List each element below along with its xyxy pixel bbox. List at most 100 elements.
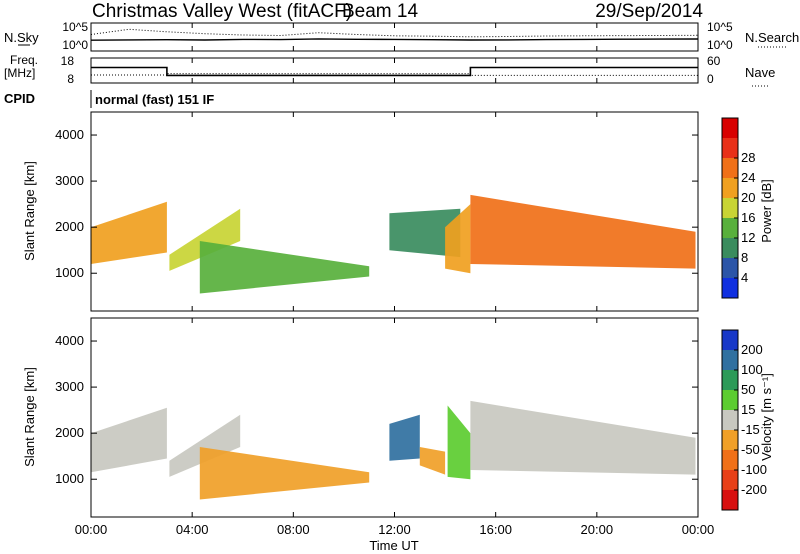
velocity-colorbar-label: Velocity [m s⁻¹] — [759, 373, 774, 461]
freq-series-line — [91, 66, 698, 77]
velocity-echo-region — [389, 414, 420, 461]
velocity-colorbar-swatch — [722, 470, 738, 491]
noise-panel: N.Sky 10^5 10^0 10^5 10^0 N.Search — [4, 20, 799, 52]
velocity-y-tick-label: 1000 — [55, 471, 84, 486]
power-colorbar-swatch — [722, 218, 738, 239]
power-colorbar-tick-label: 28 — [741, 150, 755, 165]
power-echo-region — [470, 194, 696, 269]
power-colorbar-swatch — [722, 158, 738, 179]
time-tick-label: 16:00 — [479, 522, 512, 537]
velocity-colorbar-frame — [721, 329, 739, 511]
time-tick-label: 00:00 — [75, 522, 108, 537]
power-colorbar-swatch — [722, 278, 738, 299]
power-colorbar: 4 8 12 16 20 24 28 — [721, 117, 755, 299]
nave-tick-low: 0 — [707, 72, 714, 86]
figure-title: Christmas Valley West (fitACF) — [92, 1, 352, 22]
velocity-panel-frame — [90, 317, 699, 518]
noise-tick-low-left: 10^0 — [62, 38, 88, 52]
velocity-colorbar-tick-label: -200 — [741, 482, 767, 497]
frequency-panel: Freq. [MHz] 18 8 60 0 Nave — [4, 53, 775, 87]
cpid-label: CPID — [4, 91, 35, 106]
power-echo-region — [169, 208, 241, 271]
nsky-series-line — [90, 38, 699, 41]
velocity-colorbar-swatch — [722, 490, 738, 511]
velocity-echo-region — [447, 405, 471, 480]
velocity-colorbar-tick-label: 15 — [741, 402, 755, 417]
power-y-tick-label: 2000 — [55, 219, 84, 234]
freq-tick-low: 8 — [67, 72, 74, 86]
velocity-colorbar-tick-label: 50 — [741, 382, 755, 397]
freq-tick-high: 18 — [61, 54, 75, 68]
noise-tick-low-right: 10^0 — [707, 38, 733, 52]
power-y-tick-label: 4000 — [55, 127, 84, 142]
date-label: 29/Sep/2014 — [595, 1, 703, 22]
freq-label: Freq. — [10, 53, 38, 67]
velocity-colorbar-swatch — [722, 410, 738, 431]
velocity-panel: 1000 2000 3000 4000 Slant Range [km] 200 100… — [22, 317, 774, 518]
velocity-colorbar-swatch — [722, 390, 738, 411]
time-tick-label: 20:00 — [581, 522, 614, 537]
velocity-colorbar-tick-label: 200 — [741, 342, 763, 357]
power-colorbar-tick-label: 24 — [741, 170, 755, 185]
power-colorbar-swatch — [722, 238, 738, 259]
velocity-y-tick-label: 4000 — [55, 333, 84, 348]
time-axis-label: Time UT — [369, 538, 418, 553]
power-colorbar-tick-label: 16 — [741, 210, 755, 225]
power-colorbar-swatch — [722, 118, 738, 139]
velocity-echo-region — [91, 407, 167, 473]
power-colorbar-tick-label: 4 — [741, 270, 748, 285]
noise-tick-high-left: 10^5 — [62, 20, 88, 34]
power-colorbar-swatch — [722, 198, 738, 219]
power-echo-region — [445, 204, 471, 274]
nsearch-label: N.Search — [745, 30, 799, 45]
velocity-echo-region — [169, 414, 241, 477]
nave-series-line — [91, 73, 698, 76]
power-panel-frame — [90, 111, 699, 312]
freq-unit-label: [MHz] — [4, 66, 35, 80]
power-colorbar-tick-label: 12 — [741, 230, 755, 245]
beam-label: Beam 14 — [342, 1, 418, 22]
time-tick-label: 04:00 — [176, 522, 209, 537]
velocity-colorbar-swatch — [722, 450, 738, 471]
velocity-colorbar-swatch — [722, 370, 738, 391]
velocity-echo-region — [419, 447, 446, 475]
velocity-echo-region — [199, 447, 370, 500]
nave-tick-high: 60 — [707, 54, 721, 68]
velocity-colorbar: 200 100 50 15 -15 -50 -100 -200 — [721, 329, 767, 511]
velocity-y-ticks: 1000 2000 3000 4000 — [55, 333, 698, 486]
power-y-axis-label: Slant Range [km] — [22, 161, 37, 261]
velocity-y-tick-label: 2000 — [55, 425, 84, 440]
nsky-label: N.Sky — [4, 30, 39, 45]
cpid-value: normal (fast) 151 IF — [95, 92, 214, 107]
power-colorbar-swatch — [722, 258, 738, 279]
time-tick-label: 12:00 — [378, 522, 411, 537]
power-colorbar-frame — [721, 117, 739, 299]
velocity-colorbar-tick-label: 100 — [741, 362, 763, 377]
power-colorbar-swatch — [722, 138, 738, 159]
time-tick-label: 08:00 — [277, 522, 310, 537]
velocity-colorbar-swatch — [722, 430, 738, 451]
velocity-y-axis-label: Slant Range [km] — [22, 367, 37, 467]
power-panel: 1000 2000 3000 4000 Slant Range [km] 4 8 12 16… — [22, 111, 774, 312]
velocity-colorbar-tick-label: -15 — [741, 422, 760, 437]
power-colorbar-swatch — [722, 178, 738, 199]
velocity-colorbar-tick-label: -100 — [741, 462, 767, 477]
velocity-colorbar-tick-label: -50 — [741, 442, 760, 457]
power-echo-region — [199, 241, 370, 294]
power-echo-region — [91, 201, 167, 264]
time-axis-ticks: 00:00 04:00 08:00 12:00 16:00 20:00 00:00 — [75, 23, 715, 537]
velocity-y-tick-label: 3000 — [55, 379, 84, 394]
velocity-echo-region — [470, 400, 696, 475]
power-y-ticks: 1000 2000 3000 4000 — [55, 127, 698, 280]
noise-tick-high-right: 10^5 — [707, 20, 733, 34]
velocity-data-layer — [91, 400, 696, 500]
time-tick-label: 00:00 — [682, 522, 715, 537]
power-colorbar-label: Power [dB] — [759, 179, 774, 243]
power-y-tick-label: 1000 — [55, 265, 84, 280]
power-colorbar-tick-label: 20 — [741, 190, 755, 205]
power-data-layer — [91, 194, 696, 294]
velocity-colorbar-swatch — [722, 350, 738, 371]
power-colorbar-tick-label: 8 — [741, 250, 748, 265]
power-echo-region — [389, 208, 461, 258]
